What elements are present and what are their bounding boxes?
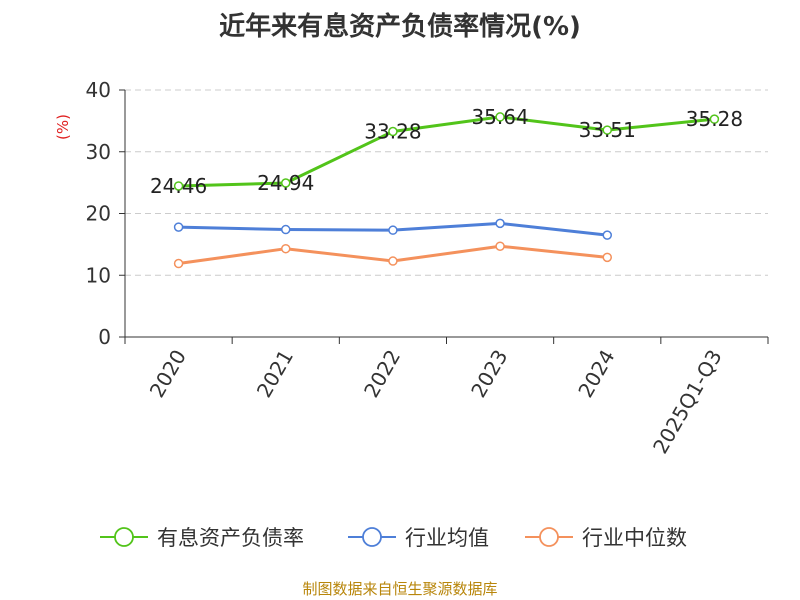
chart-title: 近年来有息资产负债率情况(%) <box>219 12 581 42</box>
x-tick-label: 2021 <box>252 346 298 402</box>
data-label: 33.51 <box>579 118 636 142</box>
x-tick-label: 2022 <box>359 346 405 402</box>
legend-label: 行业中位数 <box>582 526 687 550</box>
data-point <box>281 224 291 235</box>
legend-label: 有息资产负债率 <box>157 526 304 550</box>
data-label: 33.28 <box>364 119 421 143</box>
data-label: 35.28 <box>686 107 743 131</box>
x-tick-label: 2024 <box>573 346 619 402</box>
data-point <box>709 114 720 124</box>
data-point <box>602 252 612 263</box>
source-note: 制图数据来自恒生聚源数据库 <box>302 580 498 598</box>
series-lines <box>173 112 720 269</box>
y-tick-label: 40 <box>86 78 111 102</box>
data-label: 24.94 <box>257 171 314 195</box>
legend-marker <box>114 527 134 547</box>
data-point <box>388 256 398 266</box>
data-point <box>388 225 398 235</box>
data-point <box>602 230 612 240</box>
data-point <box>495 241 505 251</box>
y-tick-label: 10 <box>86 263 111 287</box>
grid-lines <box>125 89 768 276</box>
data-point <box>495 218 505 229</box>
y-tick-label: 0 <box>98 325 111 349</box>
series-line <box>178 115 715 188</box>
x-tick-label: 2020 <box>145 346 191 402</box>
data-label: 35.64 <box>471 105 528 129</box>
data-point <box>173 181 184 191</box>
x-tick-label: 2025Q1-Q3 <box>648 346 727 458</box>
data-point <box>388 126 398 137</box>
legend: 有息资产负债率 行业均值 行业中位数 <box>100 526 687 550</box>
data-point <box>173 258 184 269</box>
y-axis-label: (%) <box>54 114 72 140</box>
data-point <box>173 222 184 232</box>
legend-label: 行业均值 <box>405 526 489 550</box>
data-point <box>602 125 612 135</box>
x-tick-label: 2023 <box>466 346 512 402</box>
data-label: 24.46 <box>150 174 207 198</box>
data-point <box>495 112 505 122</box>
y-tick-label: 20 <box>86 202 111 226</box>
y-tick-label: 30 <box>86 140 111 164</box>
legend-marker <box>539 527 559 547</box>
data-labels: 24.46 24.94 33.28 35.64 33.51 35.28 <box>150 105 743 198</box>
data-point <box>281 243 291 254</box>
data-point <box>281 178 291 188</box>
legend-marker <box>362 527 382 547</box>
